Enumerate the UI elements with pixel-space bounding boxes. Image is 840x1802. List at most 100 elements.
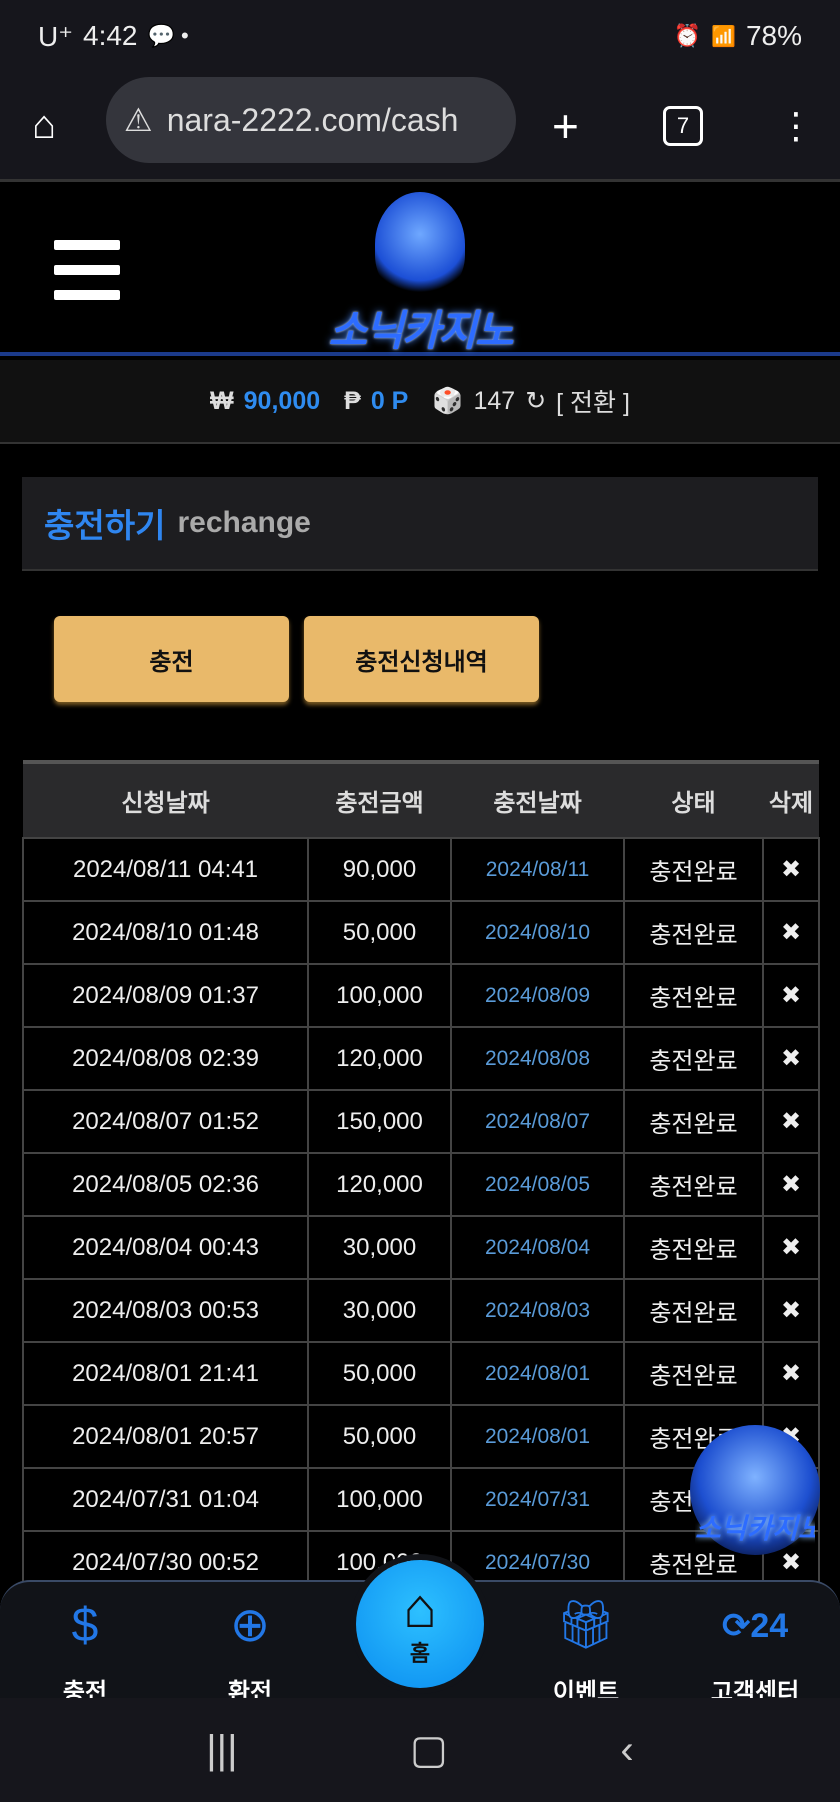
table-cell: 2024/08/07 — [450, 1089, 625, 1154]
more-icon[interactable]: ⋮ — [778, 104, 814, 146]
table-cell: 2024/08/09 01:37 — [22, 963, 309, 1028]
warning-icon: ⚠ — [124, 102, 153, 138]
home-circle-icon[interactable]: ▢ — [410, 1728, 448, 1772]
delete-icon[interactable]: ✖ — [762, 1215, 820, 1280]
delete-icon[interactable]: ✖ — [762, 837, 820, 902]
carrier: U⁺ — [38, 20, 73, 52]
table-cell: 150,000 — [307, 1089, 452, 1154]
table-cell: 2024/08/01 20:57 — [22, 1404, 309, 1469]
nav-label: 홈 — [409, 1641, 431, 1666]
delete-icon[interactable]: ✖ — [762, 1026, 820, 1091]
table-cell: 100,000 — [307, 963, 452, 1028]
table-cell: 30,000 — [307, 1278, 452, 1343]
table-cell: 충전완료 — [623, 837, 764, 902]
hands-dollar-icon: ⊕ — [229, 1599, 271, 1652]
table-cell: 충전완료 — [623, 1215, 764, 1280]
table-cell: 120,000 — [307, 1026, 452, 1091]
table-cell: 2024/08/09 — [450, 963, 625, 1028]
delete-icon[interactable]: ✖ — [762, 963, 820, 1028]
url-bar[interactable]: ⚠ nara-2222.com/cash — [106, 77, 516, 163]
table-cell: 2024/08/04 00:43 — [22, 1215, 309, 1280]
support-24-icon: ⟳24 — [721, 1607, 789, 1645]
table-cell: 90,000 — [307, 837, 452, 902]
table-cell: 충전완료 — [623, 1152, 764, 1217]
tabs-button[interactable]: 7 — [663, 105, 703, 146]
table-cell: 충전완료 — [623, 900, 764, 965]
table-cell: 2024/08/01 — [450, 1404, 625, 1469]
table-cell: 2024/08/11 — [450, 837, 625, 902]
site-logo[interactable]: 소닉카지노 — [310, 192, 530, 354]
table-cell: 2024/07/31 01:04 — [22, 1467, 309, 1532]
point-balance: 0 P — [370, 386, 409, 415]
nav-home[interactable]: ⌂ 홈 — [356, 1560, 484, 1688]
table-cell: 2024/08/03 00:53 — [22, 1278, 309, 1343]
table-cell: 충전완료 — [623, 1026, 764, 1091]
table-cell: 2024/08/05 02:36 — [22, 1152, 309, 1217]
logo-text: 소닉카지노 — [328, 307, 513, 354]
charge-history-button[interactable]: 충전신청내역 — [304, 616, 539, 702]
title-en: rechange — [177, 506, 311, 539]
delete-icon[interactable]: ✖ — [762, 1278, 820, 1343]
switch-button[interactable]: [ 전환 ] — [556, 389, 630, 417]
table-cell: 100,000 — [307, 1467, 452, 1532]
table-cell: 충전완료 — [623, 1278, 764, 1343]
clock: 4:42 — [83, 20, 138, 51]
table-cell: 2024/08/07 01:52 — [22, 1089, 309, 1154]
signal-icon: 📶 — [711, 25, 736, 48]
table-row: 2024/08/08 02:39 120,000 2024/08/08 충전완료 ✖ — [22, 1026, 820, 1091]
chat-icon: 💬 • — [147, 23, 189, 48]
table-cell: 충전완료 — [623, 1341, 764, 1406]
back-icon[interactable]: ‹ — [620, 1727, 634, 1772]
section-title: 충전하기 rechange — [22, 477, 818, 571]
title-ko: 충전하기 — [44, 507, 166, 544]
table-row: 2024/08/03 00:53 30,000 2024/08/03 충전완료 ✖ — [22, 1278, 820, 1343]
dice-icon: 🎲 — [432, 386, 464, 415]
delete-icon[interactable]: ✖ — [762, 900, 820, 965]
menu-icon[interactable] — [54, 240, 120, 300]
charge-history-table: 신청날짜 충전금액 충전날짜 상태 삭제 2024/08/11 04:41 90,000 2… — [22, 760, 820, 1595]
table-cell: 2024/08/10 01:48 — [22, 900, 309, 965]
nav-charge[interactable]: $ 충전 — [20, 1592, 150, 1707]
column-header: 신청날짜 — [23, 760, 308, 838]
balance-bar: ₩ 90,000 ₱ 0 P 🎲 147 ↻ [ 전환 ] — [0, 360, 840, 444]
nav-support[interactable]: ⟳24 고객센터 — [690, 1592, 820, 1707]
dice-count: 147 — [473, 386, 516, 415]
column-header: 상태 — [624, 760, 763, 838]
table-cell: 2024/07/31 — [450, 1467, 625, 1532]
floating-logo-button[interactable]: 소닉카지노 — [690, 1425, 820, 1555]
table-cell: 50,000 — [307, 1404, 452, 1469]
table-cell: 2024/08/05 — [450, 1152, 625, 1217]
table-row: 2024/08/04 00:43 30,000 2024/08/04 충전완료 ✖ — [22, 1215, 820, 1280]
table-cell: 30,000 — [307, 1215, 452, 1280]
gift-icon: 🎁︎ — [555, 1599, 617, 1652]
battery-level: 78% — [745, 20, 802, 51]
table-cell: 2024/08/11 04:41 — [22, 837, 309, 902]
table-row: 2024/08/01 21:41 50,000 2024/08/01 충전완료 ✖ — [22, 1341, 820, 1406]
table-cell: 50,000 — [307, 900, 452, 965]
table-cell: 2024/08/04 — [450, 1215, 625, 1280]
table-cell: 충전완료 — [623, 1089, 764, 1154]
table-cell: 2024/08/03 — [450, 1278, 625, 1343]
nav-event[interactable]: 🎁︎ 이벤트 — [521, 1592, 651, 1707]
hand-dollar-icon: $ — [71, 1599, 99, 1652]
table-row: 2024/08/11 04:41 90,000 2024/08/11 충전완료 ✖ — [22, 837, 820, 902]
system-nav: ||| ▢ ‹ — [0, 1698, 840, 1802]
charge-button[interactable]: 충전 — [54, 616, 289, 702]
delete-icon[interactable]: ✖ — [762, 1152, 820, 1217]
table-row: 2024/08/07 01:52 150,000 2024/08/07 충전완료 ✖ — [22, 1089, 820, 1154]
table-row: 2024/08/05 02:36 120,000 2024/08/05 충전완료 ✖ — [22, 1152, 820, 1217]
table-cell: 120,000 — [307, 1152, 452, 1217]
table-cell: 2024/08/01 — [450, 1341, 625, 1406]
recents-icon[interactable]: ||| — [206, 1727, 238, 1772]
won-balance: 90,000 — [243, 386, 321, 415]
alarm-icon: ⏰ — [673, 23, 702, 48]
delete-icon[interactable]: ✖ — [762, 1341, 820, 1406]
table-row: 2024/08/09 01:37 100,000 2024/08/09 충전완료 ✖ — [22, 963, 820, 1028]
nav-exchange[interactable]: ⊕ 환전 — [185, 1592, 315, 1707]
refresh-icon[interactable]: ↻ — [525, 387, 547, 415]
home-icon[interactable]: ⌂ — [32, 103, 57, 147]
column-header: 충전날짜 — [451, 760, 624, 838]
delete-icon[interactable]: ✖ — [762, 1089, 820, 1154]
plus-icon[interactable]: + — [552, 99, 579, 152]
won-icon: ₩ — [210, 386, 234, 415]
